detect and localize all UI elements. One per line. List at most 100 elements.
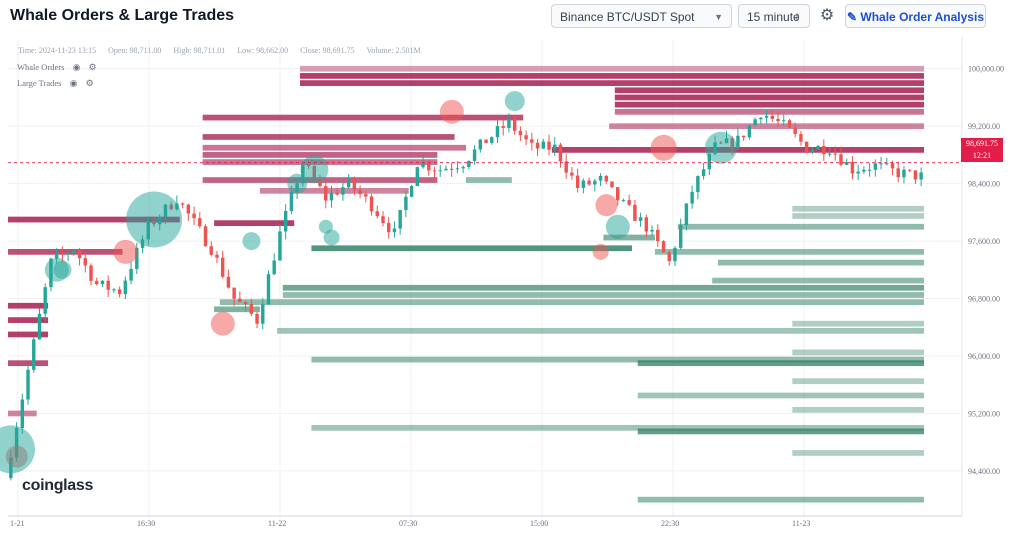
ohlc-open: Open: 98,711.00 [108, 46, 162, 55]
candle-body [782, 120, 786, 122]
candle-body [226, 276, 231, 288]
bid-wall-bar [637, 360, 924, 367]
y-tick-label: 94,400.00 [968, 467, 1000, 476]
candle-body [232, 287, 236, 299]
candle-body [490, 137, 494, 143]
candle-body [558, 144, 563, 162]
candle-body [764, 115, 769, 118]
eye-icon[interactable]: ◉ [72, 62, 81, 72]
candle-body [404, 196, 408, 211]
ask-wall-bar [614, 87, 924, 94]
candle-body [243, 302, 248, 305]
candle-body [89, 265, 93, 281]
ohlc-readout: Time: 2024-11-23 13:15 Open: 98,711.00 H… [18, 46, 431, 55]
ask-wall-bar [259, 187, 409, 194]
buy-trade-bubble [605, 214, 630, 239]
candle-body [741, 135, 746, 138]
candle-body [553, 144, 557, 150]
y-tick-label: 100,000.00 [968, 65, 1004, 74]
candle-body [856, 171, 860, 174]
eye-icon[interactable]: ◉ [69, 78, 78, 88]
candle-body [879, 163, 883, 165]
candle-body [885, 163, 889, 165]
settings-icon[interactable]: ⚙ [88, 62, 97, 72]
candle-body [610, 181, 614, 188]
x-tick-label: 15:00 [530, 519, 548, 528]
candle-body [833, 153, 837, 155]
candle-body [318, 178, 322, 187]
candle-body [564, 161, 568, 173]
gear-icon[interactable]: ⚙ [819, 7, 835, 24]
ohlc-low: Low: 98,662.00 [237, 46, 289, 55]
legend-whale-orders-label: Whale Orders [17, 62, 65, 72]
candle-body [26, 369, 30, 400]
candle-body [455, 168, 460, 170]
candle-body [518, 130, 523, 136]
candle-body [776, 118, 780, 122]
whale-order-analysis-button[interactable]: ✎ Whale Order Analysis [845, 4, 986, 28]
candle-body [501, 126, 505, 128]
candle-body [656, 229, 660, 242]
candle-body [266, 274, 271, 305]
interval-select[interactable]: 15 minute ⇕ [738, 4, 810, 28]
y-tick-label: 98,400.00 [968, 180, 1000, 189]
candle-body [123, 280, 128, 295]
candle-body [398, 210, 402, 229]
bid-wall-bar [712, 277, 924, 284]
pencil-icon: ✎ [846, 10, 858, 24]
x-tick-label: 22:30 [661, 519, 679, 528]
candle-body [467, 160, 471, 167]
bid-wall-bar [311, 356, 924, 363]
candle-body [43, 287, 47, 314]
last-price-value: 98,691.75 [966, 139, 998, 148]
y-tick-label: 95,200.00 [968, 409, 1000, 418]
candle-body [335, 192, 339, 195]
buy-trade-bubble [287, 173, 308, 194]
legend-large-trades: Large Trades ◉ ⚙ [17, 78, 94, 89]
candle-body [461, 166, 465, 169]
candle-body [867, 169, 872, 171]
candle-body [604, 175, 608, 182]
bid-wall-bar [654, 248, 924, 255]
chevron-down-icon: ▼ [714, 12, 723, 22]
page-title: Whale Orders & Large Trades [10, 7, 235, 24]
whale-order-analysis-label: Whale Order Analysis [860, 10, 984, 24]
settings-icon[interactable]: ⚙ [85, 78, 94, 88]
buy-trade-bubble [242, 232, 261, 251]
candle-body [83, 258, 88, 266]
candle-body [627, 200, 631, 205]
y-tick-label: 97,600.00 [968, 237, 1000, 246]
bid-wall-bar [282, 284, 924, 291]
exchange-select[interactable]: Binance BTC/USDT Spot ▼ [551, 4, 732, 28]
candle-body [220, 257, 225, 277]
sell-trade-bubble [592, 243, 609, 260]
bid-wall-bar [214, 306, 260, 313]
ask-wall-bar [202, 134, 455, 140]
ask-wall-bar [202, 114, 524, 121]
candle-body [369, 196, 374, 212]
candle-body [272, 260, 276, 275]
candle-body [787, 120, 792, 128]
candle-body [352, 177, 357, 190]
y-tick-label: 99,200.00 [968, 122, 1000, 131]
candle-body [793, 127, 797, 135]
candle-body [495, 126, 500, 138]
candle-body [799, 134, 803, 142]
candle-body [381, 216, 385, 223]
candle-body [198, 218, 202, 227]
y-tick-label: 96,800.00 [968, 295, 1000, 304]
ask-wall-bar [609, 123, 924, 130]
candle-body [432, 170, 437, 172]
candle-body [736, 135, 740, 148]
legend-whale-orders: Whale Orders ◉ ⚙ [17, 62, 97, 73]
buy-trade-bubble [504, 91, 525, 112]
candle-body [902, 169, 906, 178]
x-tick-label: 11-23 [792, 519, 810, 528]
ask-wall-bar [299, 80, 925, 86]
chart-area[interactable]: 94,400.00 95,200.00 96,000.00 96,800.00 97,6… [0, 36, 1024, 535]
ask-wall-bar [214, 220, 295, 227]
candle-body [283, 211, 288, 232]
candle-body [804, 141, 809, 153]
ask-wall-bar [202, 152, 438, 158]
whale-chart-svg[interactable]: 94,400.00 95,200.00 96,000.00 96,800.00 97,6… [0, 36, 1024, 535]
